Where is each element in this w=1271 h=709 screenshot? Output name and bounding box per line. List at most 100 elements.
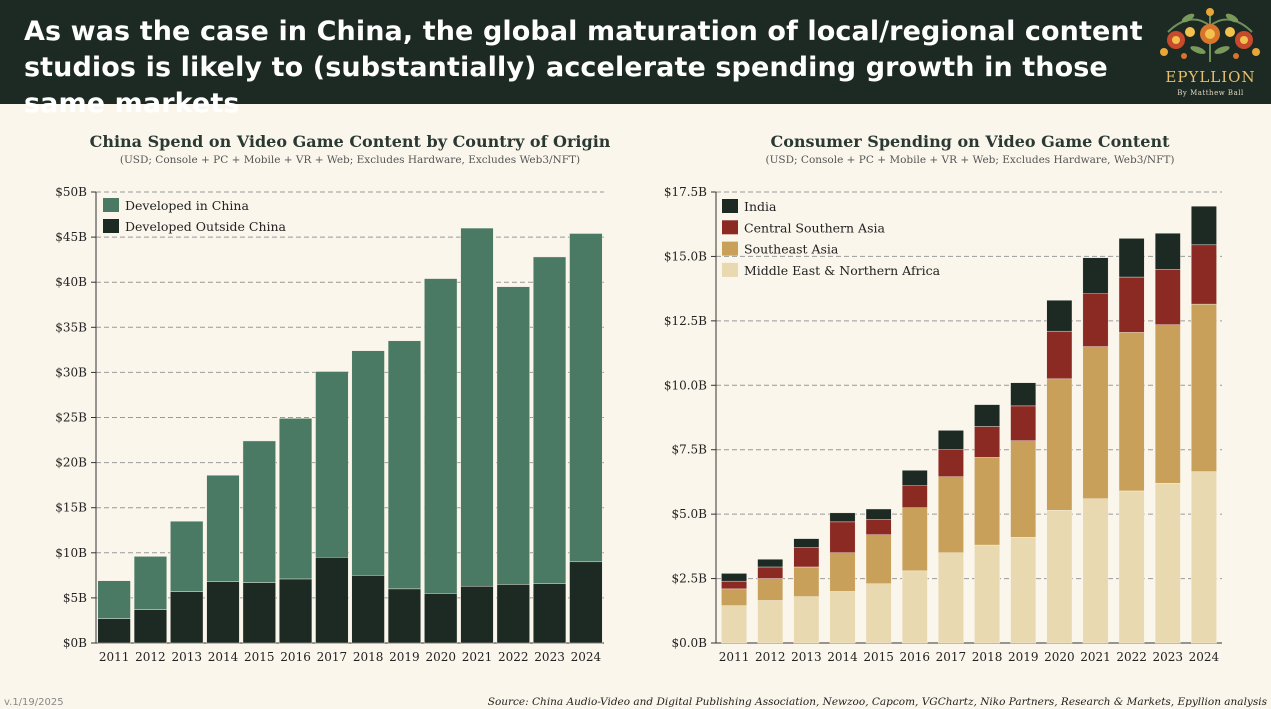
bar-developed-outside-china-2012 — [133, 609, 167, 644]
chart-title: Consumer Spending on Video Game Content — [770, 132, 1170, 151]
bar-developed-outside-china-2019 — [387, 588, 421, 644]
bar-india-2023 — [1154, 233, 1181, 270]
legend-label-southeast-asia: Southeast Asia — [744, 242, 839, 257]
legend-label-central-southern-asia: Central Southern Asia — [744, 220, 885, 235]
bar-southeast-asia-2021 — [1082, 346, 1109, 499]
bar-developed-in-china-2019 — [387, 340, 421, 590]
legend-swatch-developed-in-china — [103, 198, 119, 212]
china-spend-chart: China Spend on Video Game Content by Cou… — [0, 104, 640, 674]
chart-title: China Spend on Video Game Content by Cou… — [90, 132, 611, 151]
bar-central-southern-asia-2022 — [1118, 276, 1145, 333]
bar-india-2018 — [974, 404, 1000, 427]
bar-middle-east-northern-africa-2014 — [829, 591, 856, 644]
bar-developed-in-china-2020 — [424, 278, 458, 594]
x-tick-label: 2024 — [571, 650, 602, 664]
bar-middle-east-northern-africa-2011 — [721, 605, 747, 644]
bar-southeast-asia-2013 — [793, 566, 820, 597]
bar-developed-in-china-2016 — [279, 418, 313, 580]
bar-middle-east-northern-africa-2016 — [901, 570, 928, 644]
y-tick-label: $12.5B — [664, 314, 707, 328]
x-tick-label: 2013 — [791, 650, 822, 664]
legend-label-developed-outside-china: Developed Outside China — [125, 219, 287, 234]
bar-india-2024 — [1191, 205, 1217, 246]
bar-developed-in-china-2024 — [569, 233, 603, 563]
logo-name: EPYLLION — [1165, 68, 1256, 86]
y-tick-label: $0B — [63, 636, 87, 650]
consumer-spending-chart-svg: Consumer Spending on Video Game Content (… — [664, 132, 1222, 664]
epyllion-logo: EPYLLION By Matthew Ball — [1150, 2, 1271, 102]
x-tick-label: 2016 — [900, 650, 931, 664]
bar-developed-in-china-2023 — [533, 256, 567, 584]
bar-middle-east-northern-africa-2023 — [1154, 483, 1181, 644]
bar-developed-in-china-2013 — [170, 521, 204, 592]
bar-india-2014 — [829, 512, 856, 523]
bar-middle-east-northern-africa-2021 — [1082, 498, 1109, 644]
bar-developed-outside-china-2020 — [424, 593, 458, 644]
bar-developed-in-china-2021 — [460, 227, 494, 587]
legend-swatch-developed-outside-china — [103, 219, 119, 233]
bar-middle-east-northern-africa-2013 — [793, 596, 820, 644]
header-banner: As was the case in China, the global mat… — [0, 0, 1271, 119]
bar-central-southern-asia-2018 — [974, 426, 1000, 458]
x-tick-label: 2020 — [1044, 650, 1075, 664]
bar-southeast-asia-2023 — [1154, 324, 1181, 484]
chart-subtitle: (USD; Console + PC + Mobile + VR + Web; … — [120, 154, 580, 166]
bar-developed-in-china-2018 — [351, 350, 385, 576]
bar-india-2013 — [793, 538, 820, 548]
bar-central-southern-asia-2020 — [1046, 330, 1073, 380]
x-tick-label: 2023 — [1153, 650, 1184, 664]
bar-developed-in-china-2015 — [242, 440, 276, 583]
bar-india-2015 — [865, 508, 892, 520]
x-tick-label: 2021 — [1080, 650, 1111, 664]
legend-label-india: India — [744, 199, 777, 214]
y-tick-label: $15B — [55, 501, 87, 515]
version-label: v.1/19/2025 — [4, 697, 64, 708]
y-tick-label: $35B — [55, 320, 87, 334]
bar-middle-east-northern-africa-2020 — [1046, 510, 1073, 644]
x-tick-label: 2011 — [719, 650, 750, 664]
floral-ornament-icon — [1160, 8, 1260, 62]
y-tick-label: $2.5B — [671, 572, 707, 586]
x-tick-label: 2018 — [353, 650, 384, 664]
bar-developed-outside-china-2013 — [170, 591, 204, 644]
bar-middle-east-northern-africa-2022 — [1118, 490, 1145, 644]
bar-southeast-asia-2014 — [829, 552, 856, 592]
bar-developed-outside-china-2015 — [242, 582, 276, 644]
bar-developed-in-china-2022 — [496, 286, 530, 585]
bar-developed-outside-china-2016 — [279, 578, 313, 644]
bar-central-southern-asia-2019 — [1010, 405, 1037, 441]
source-note: Source: China Audio-Video and Digital Pu… — [487, 696, 1267, 708]
bar-india-2022 — [1118, 238, 1145, 278]
y-tick-label: $10B — [55, 546, 87, 560]
bar-developed-outside-china-2017 — [315, 557, 349, 644]
bar-developed-outside-china-2023 — [533, 583, 567, 644]
x-tick-label: 2016 — [280, 650, 311, 664]
x-tick-label: 2020 — [425, 650, 456, 664]
x-tick-label: 2022 — [498, 650, 529, 664]
bar-southeast-asia-2020 — [1046, 378, 1073, 511]
y-tick-label: $25B — [55, 411, 87, 425]
bar-india-2021 — [1082, 257, 1109, 294]
bar-india-2016 — [901, 470, 928, 486]
x-tick-label: 2022 — [1116, 650, 1147, 664]
x-tick-label: 2017 — [936, 650, 967, 664]
bar-central-southern-asia-2011 — [721, 580, 747, 590]
x-tick-label: 2021 — [462, 650, 493, 664]
bar-developed-in-china-2012 — [133, 556, 167, 610]
y-tick-label: $0.0B — [671, 636, 707, 650]
x-tick-label: 2018 — [972, 650, 1003, 664]
legend-swatch-central-southern-asia — [722, 220, 738, 235]
bar-developed-outside-china-2018 — [351, 575, 385, 644]
bar-southeast-asia-2017 — [938, 476, 964, 554]
bar-middle-east-northern-africa-2019 — [1010, 537, 1037, 644]
bar-southeast-asia-2012 — [757, 578, 784, 601]
bar-india-2011 — [721, 573, 747, 582]
y-tick-label: $40B — [55, 275, 87, 289]
bar-southeast-asia-2018 — [974, 457, 1000, 546]
bar-central-southern-asia-2015 — [865, 519, 892, 535]
x-tick-label: 2023 — [534, 650, 565, 664]
bar-india-2012 — [757, 559, 784, 568]
bar-central-southern-asia-2012 — [757, 566, 784, 579]
y-tick-label: $20B — [55, 456, 87, 470]
x-tick-label: 2017 — [317, 650, 348, 664]
